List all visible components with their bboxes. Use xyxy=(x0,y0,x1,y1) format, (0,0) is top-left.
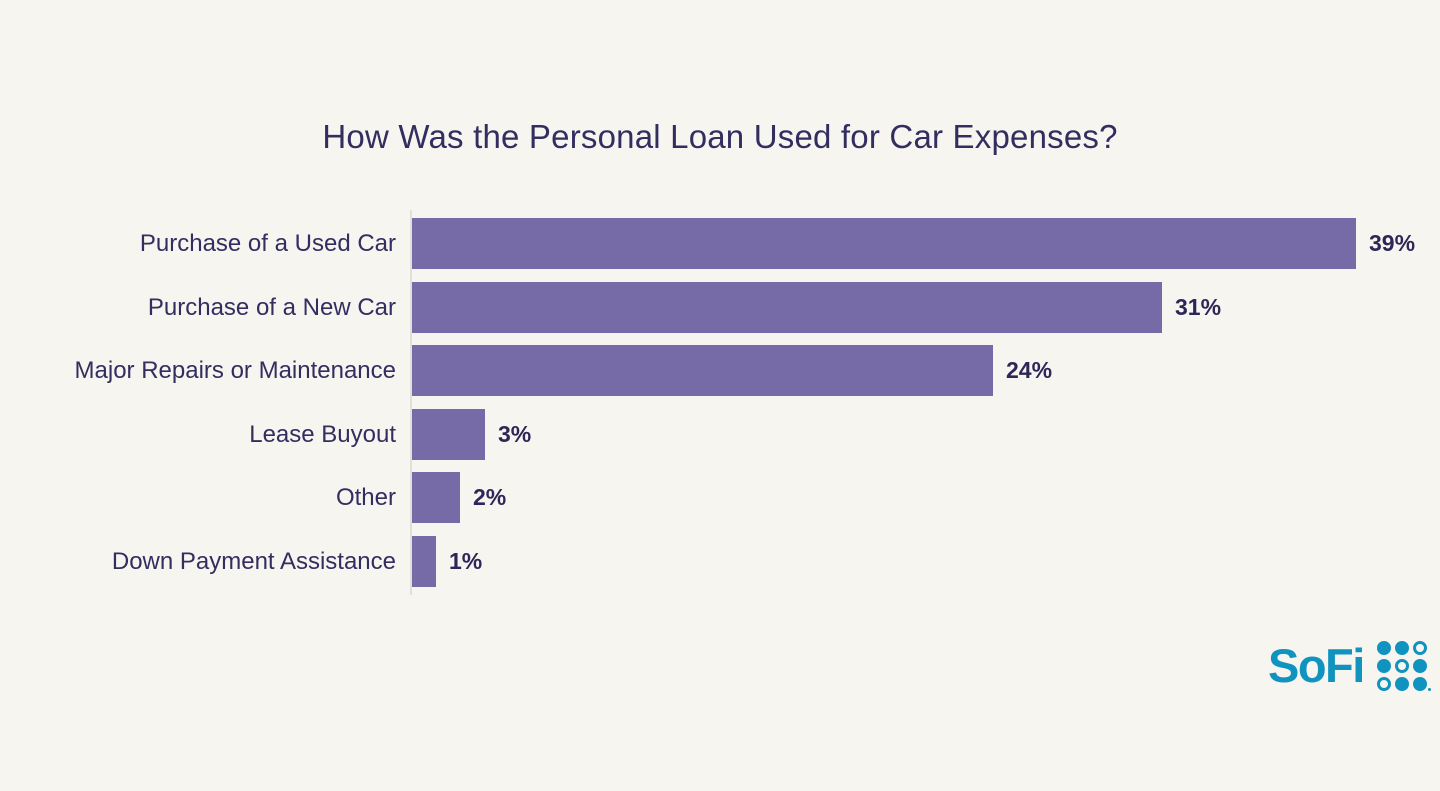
bar xyxy=(412,472,460,523)
value-label: 24% xyxy=(1006,357,1053,383)
category-label: Purchase of a Used Car xyxy=(139,230,396,257)
category-label: Down Payment Assistance xyxy=(111,547,396,575)
category-label: Purchase of a New Car xyxy=(147,293,396,321)
bar-row: Major Repairs or Maintenance 24% xyxy=(0,345,1440,396)
bar-row: Other 2% xyxy=(0,472,1440,523)
bar xyxy=(412,535,436,587)
bar xyxy=(412,408,485,460)
category-label: Major Repairs or Maintenance xyxy=(74,357,396,384)
bar-row: Purchase of a New Car 31% xyxy=(0,281,1440,333)
bar-chart: Purchase of a Used Car 39% Purchase of a N… xyxy=(0,210,1440,618)
value-label: 2% xyxy=(473,484,507,510)
bar-row: Down Payment Assistance 1% xyxy=(0,535,1440,587)
sofi-logo-dots-icon xyxy=(1376,641,1431,691)
y-axis-line xyxy=(410,210,412,595)
sofi-logo: SoFi xyxy=(1268,639,1431,692)
logo-filled-dot-icon xyxy=(1376,659,1391,673)
value-label: 31% xyxy=(1175,293,1222,320)
sofi-logo-text: SoFi xyxy=(1268,639,1365,692)
logo-ring-dot-icon xyxy=(1376,677,1391,691)
category-label: Other xyxy=(335,484,396,511)
value-label: 3% xyxy=(498,420,532,447)
chart-title: How Was the Personal Loan Used for Car E… xyxy=(322,118,1118,155)
value-label: 1% xyxy=(449,547,483,574)
logo-filled-dot-icon xyxy=(1412,677,1427,691)
bar-row: Lease Buyout 3% xyxy=(0,408,1440,460)
bar-row: Purchase of a Used Car 39% xyxy=(0,218,1440,269)
sofi-logo-trademark-dot xyxy=(1427,688,1431,691)
bar xyxy=(412,345,993,396)
bar xyxy=(412,281,1162,333)
logo-filled-dot-icon xyxy=(1394,641,1409,655)
logo-filled-dot-icon xyxy=(1412,659,1427,673)
logo-ring-dot-icon xyxy=(1412,641,1427,655)
bar xyxy=(412,218,1356,269)
logo-filled-dot-icon xyxy=(1394,677,1409,691)
category-label: Lease Buyout xyxy=(249,420,396,448)
logo-ring-dot-icon xyxy=(1394,659,1409,673)
logo-filled-dot-icon xyxy=(1376,641,1391,655)
value-label: 39% xyxy=(1369,230,1416,256)
